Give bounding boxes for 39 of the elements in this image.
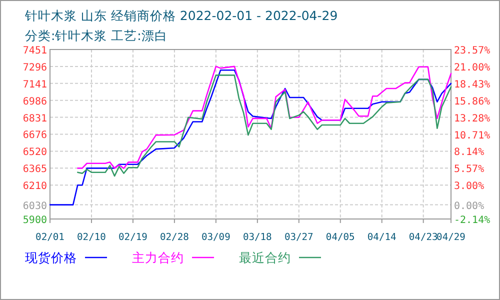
y2-tick-label: 3.00%	[454, 181, 484, 192]
y-tick-label: 7141	[22, 79, 47, 90]
y2-tick-label: 21.00%	[454, 62, 490, 74]
chart-subtitle: 分类:针叶木浆 工艺:漂白	[25, 28, 168, 43]
y2-tick-label: 13.28%	[454, 113, 490, 124]
legend-label: 现货价格	[25, 250, 77, 265]
y2-tick-label: 23.57%	[454, 46, 490, 56]
x-tick-label: 04/29	[436, 232, 466, 243]
y-tick-label: 6365	[22, 164, 47, 176]
legend-label: 主力合约	[132, 250, 184, 265]
x-tick-label: 02/28	[160, 232, 190, 243]
x-tick-label: 03/18	[242, 232, 272, 243]
x-tick-label: 02/01	[36, 232, 65, 243]
y2-tick-label: 8.14%	[454, 147, 484, 158]
x-tick-label: 03/27	[284, 232, 314, 243]
x-tick-label: 02/10	[77, 232, 106, 243]
y-tick-label: 5900	[22, 215, 47, 226]
x-tick-label: 04/23	[408, 232, 438, 243]
y-tick-label: 6520	[22, 147, 47, 158]
line-series	[49, 70, 452, 206]
x-tick-label: 04/05	[326, 232, 355, 243]
y-tick-label: 7296	[22, 62, 47, 74]
y-tick-label: 6030	[22, 200, 47, 212]
y-tick-label: 6986	[22, 96, 47, 108]
y2-tick-label: -2.14%	[454, 215, 490, 226]
y-tick-label: 6210	[22, 181, 47, 192]
y-tick-label: 7451	[22, 46, 47, 56]
y2-tick-label: 18.43%	[454, 79, 490, 90]
y2-tick-label: 0.00%	[454, 200, 484, 212]
x-tick-label: 02/19	[118, 232, 148, 243]
y-tick-label: 6676	[22, 130, 47, 142]
x-tick-label: 03/09	[201, 232, 231, 243]
x-tick-label: 04/14	[367, 232, 397, 243]
legend-label: 最近合约	[239, 250, 291, 265]
y2-tick-label: 5.57%	[454, 164, 484, 176]
chart-title: 针叶木浆 山东 经销商价格 2022-02-01 - 2022-04-29	[24, 8, 338, 23]
y2-tick-label: 15.86%	[454, 96, 490, 108]
y2-tick-label: 10.71%	[454, 130, 490, 142]
y-tick-label: 6831	[22, 113, 47, 124]
